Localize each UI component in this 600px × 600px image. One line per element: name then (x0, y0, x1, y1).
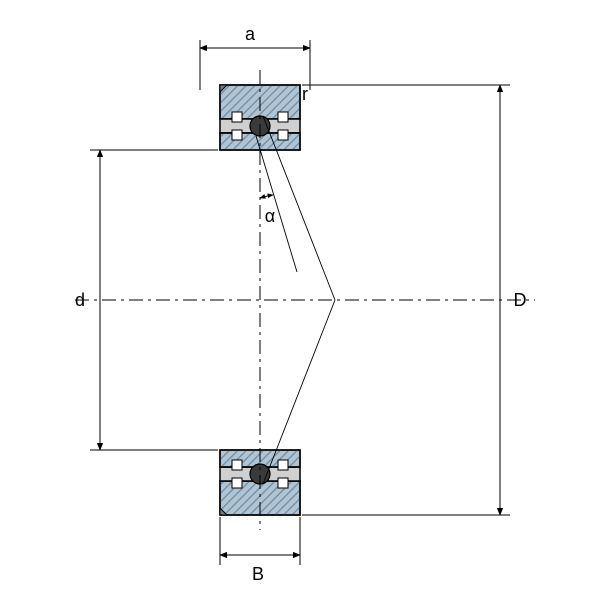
dimension-B (220, 517, 300, 565)
label-a: a (245, 24, 256, 44)
label-d: d (75, 290, 85, 310)
alpha-arc (260, 195, 273, 198)
bearing-cross-section-diagram: a r α d D B (0, 0, 600, 600)
label-B: B (252, 564, 264, 584)
label-r: r (302, 84, 308, 104)
label-D: D (514, 290, 527, 310)
label-alpha: α (265, 206, 275, 226)
dimension-a (200, 40, 310, 90)
